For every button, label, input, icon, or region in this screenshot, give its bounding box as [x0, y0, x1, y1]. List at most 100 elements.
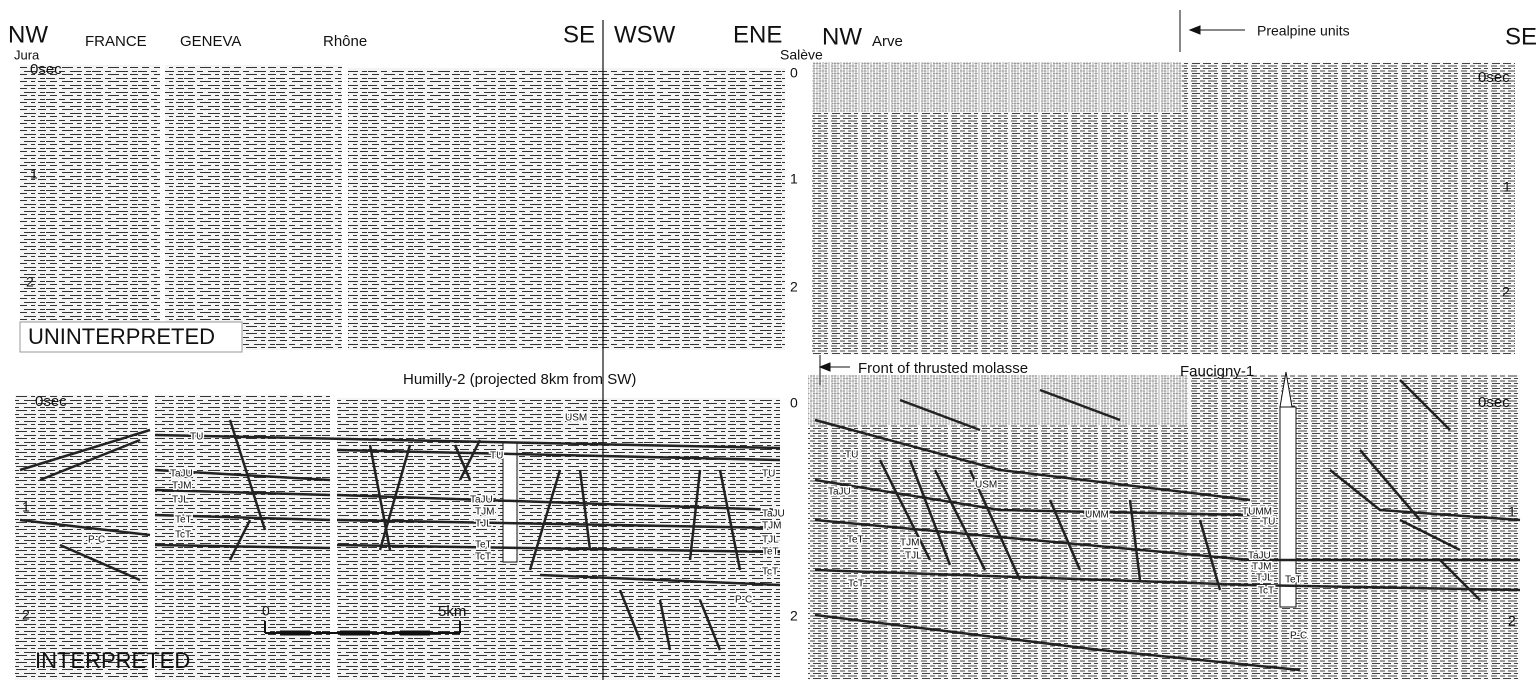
horizons-middle-label: TcT: [762, 567, 778, 578]
horizons-right-label: P-C: [1290, 631, 1307, 642]
upper-axes-label: 2: [790, 279, 798, 295]
horizons-middle-label: P-C: [735, 595, 752, 606]
header-label: Jura: [14, 47, 40, 62]
horizons-left-label: TJM: [172, 481, 191, 492]
interpretation-line: [933, 469, 987, 571]
interpretation: [19, 379, 1521, 672]
interpretation-line: [658, 599, 672, 651]
interpretation-line: [578, 469, 592, 551]
horizons-right-label: TJL: [1256, 573, 1273, 584]
interpretation-line: [688, 469, 702, 561]
captions-label: INTERPRETED: [35, 648, 190, 673]
header-label: Prealpine units: [1257, 23, 1350, 39]
horizons-right-label: TeT: [1285, 575, 1302, 586]
interpretation-line: [228, 519, 252, 561]
upper-axes-label: 0: [790, 65, 798, 81]
panel: [348, 68, 785, 350]
interpretation-line: [336, 493, 781, 512]
upper-axes-label: 2: [26, 274, 34, 290]
horizons-right-label: TcT: [848, 579, 864, 590]
header-label: ENE: [733, 21, 782, 48]
interpretation-line: [336, 543, 781, 554]
horizons-left-label: TU: [190, 432, 203, 443]
interpretation-line: [718, 469, 742, 571]
annotations-label: Humilly-2 (projected 8km from SW): [403, 371, 636, 388]
arrow: [1188, 25, 1245, 35]
interpretation-line: [1128, 499, 1142, 581]
interpretation-line: [228, 419, 267, 531]
interpretation-line: [154, 488, 331, 497]
lower-axes-label: 0: [790, 395, 798, 411]
header-label: SE: [563, 21, 595, 48]
interpretation-line: [453, 444, 472, 481]
horizons-left-label: TcT: [175, 530, 191, 541]
interpretation-line: [378, 444, 412, 551]
interpretation-line: [19, 518, 151, 537]
horizons-left-label: TeT: [175, 515, 192, 526]
horizons-left-label: TaJU: [170, 469, 193, 480]
panel: [165, 65, 342, 350]
horizons-right-label: TJM: [900, 538, 919, 549]
interpretation-line: [899, 398, 981, 432]
horizons-right-label: TeT: [847, 535, 864, 546]
horizons-left-label: TJL: [172, 495, 189, 506]
interpretation-line: [1039, 388, 1121, 422]
panel: [20, 65, 160, 350]
lower-axes-label: 1: [22, 499, 30, 515]
seismic-panels: [15, 10, 1520, 680]
interpretation-line: [154, 513, 331, 522]
caption-box: [19, 321, 243, 353]
header-label: SE: [1505, 23, 1537, 50]
interpretation-line: [814, 568, 1521, 592]
arrow: [818, 355, 850, 385]
header-label: Rhône: [323, 33, 367, 50]
interpretation-line: [154, 543, 331, 550]
horizons-right-label: TaJU: [828, 487, 851, 498]
annotations-label: Faucigny-1: [1180, 363, 1254, 380]
horizons-middle-label: USM: [565, 413, 587, 424]
horizons-middle-label: TeT: [475, 540, 492, 551]
interpretation-line: [1329, 469, 1521, 522]
interpretation-line: [814, 613, 1301, 672]
header-label: FRANCE: [85, 33, 147, 50]
upper-axes-label: 0sec: [30, 61, 62, 78]
captions-label: UNINTERPRETED: [28, 324, 215, 349]
interpretation-line: [528, 469, 562, 571]
interpretation-line: [968, 469, 1022, 581]
interpretation-line: [458, 439, 482, 481]
interpretation-line: [1048, 499, 1082, 571]
interpretation-line: [1399, 518, 1461, 552]
panel: [15, 395, 148, 680]
horizons-right-label: TU: [1262, 517, 1275, 528]
panel-top: [812, 62, 1182, 112]
horizons-right-label: TU: [845, 450, 858, 461]
interpretation-line: [878, 459, 932, 561]
interpretation-line: [539, 573, 781, 587]
header-label: GENEVA: [180, 33, 241, 50]
horizons-middle-label: TaJU: [470, 495, 493, 506]
horizons-middle-label: TJL: [475, 519, 492, 530]
horizons-middle-label: TU: [762, 469, 775, 480]
interpretation-line: [336, 518, 781, 530]
lower-axes-label: 0sec: [1478, 394, 1510, 411]
horizons-right-label: TcT: [1258, 586, 1274, 597]
lower-axes-label: 2: [790, 608, 798, 624]
horizons-middle-label: TaJU: [762, 509, 785, 520]
well-column: [1279, 406, 1297, 608]
header-label: WSW: [614, 21, 676, 48]
horizons-middle-label: TJM: [475, 507, 494, 518]
header-label: NW: [822, 23, 862, 50]
horizons-middle-label: TeT: [762, 547, 779, 558]
horizons-middle-label: TcT: [475, 552, 491, 563]
upper-axes-label: 0sec: [1478, 69, 1510, 86]
interpretation-line: [814, 518, 1520, 562]
annotations-label: Front of thrusted molasse: [858, 360, 1028, 377]
lower-axes-label: 2: [1508, 613, 1516, 629]
interpretation-line: [1198, 519, 1222, 591]
upper-axes-label: 1: [790, 171, 798, 187]
horizons-right-label: USM: [975, 480, 997, 491]
horizons-middle-label: TJL: [762, 535, 779, 546]
lower-axes-label: 2: [22, 607, 30, 623]
interpretation-line: [814, 418, 1251, 502]
upper-axes-label: 2: [1502, 284, 1510, 300]
